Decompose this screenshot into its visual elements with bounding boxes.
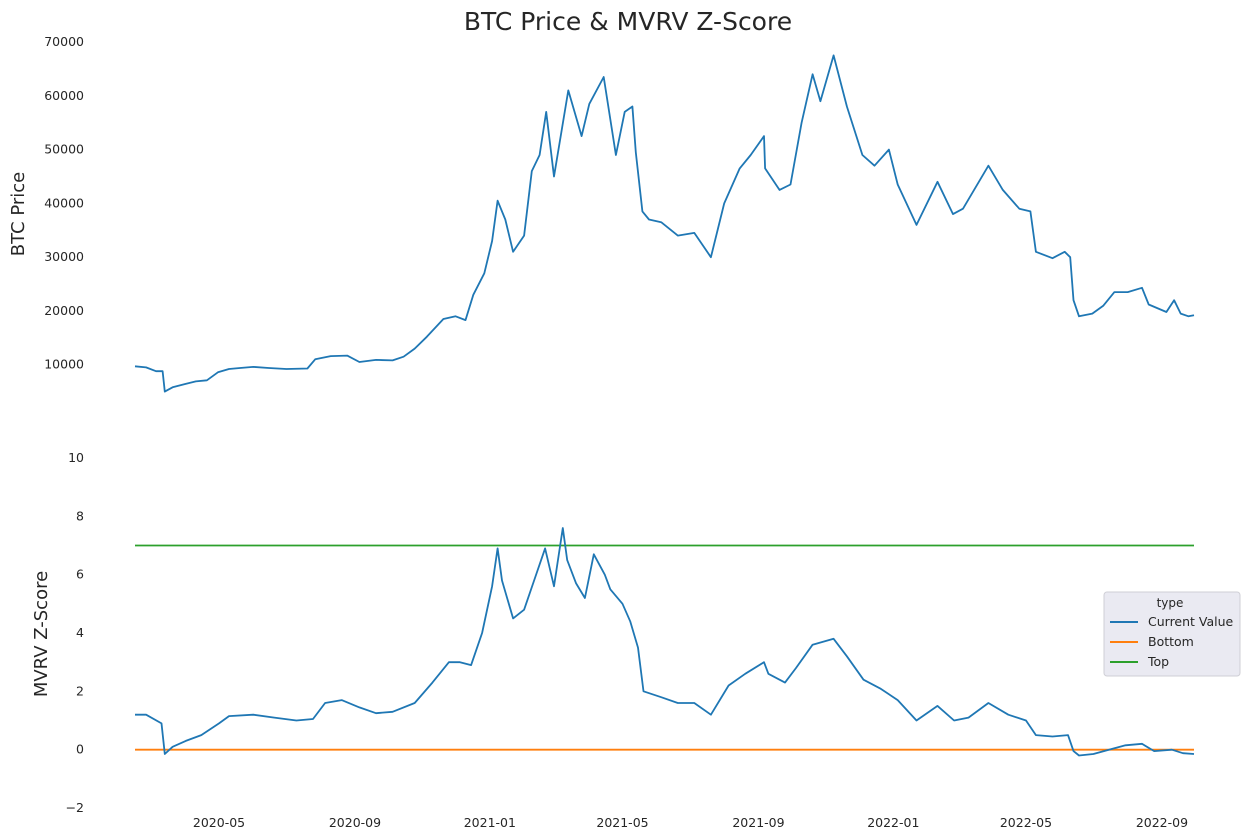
price-y-tick-label: 30000: [44, 249, 84, 264]
x-tick-label: 2022-05: [1000, 815, 1052, 830]
x-tick-label: 2020-05: [193, 815, 245, 830]
legend-title: type: [1157, 596, 1184, 610]
legend-label: Current Value: [1148, 614, 1234, 629]
x-tick-label: 2022-09: [1136, 815, 1188, 830]
x-tick-label: 2022-01: [867, 815, 919, 830]
mvrv-y-tick-label: 10: [68, 450, 84, 465]
mvrv-y-tick-label: −2: [66, 800, 84, 815]
price-series-price: [134, 54, 1195, 393]
mvrv-y-tick-label: 0: [76, 742, 84, 757]
price-y-tick-label: 60000: [44, 88, 84, 103]
price-y-tick-label: 20000: [44, 303, 84, 318]
price-y-tick-label: 70000: [44, 34, 84, 49]
price-y-tick-label: 40000: [44, 195, 84, 210]
x-tick-label: 2021-09: [732, 815, 784, 830]
mvrv-y-tick-label: 6: [76, 567, 84, 582]
legend-label: Top: [1147, 654, 1169, 669]
x-tick-label: 2020-09: [329, 815, 381, 830]
price-y-tick-label: 10000: [44, 357, 84, 372]
x-tick-label: 2021-05: [596, 815, 648, 830]
x-tick-label: 2021-01: [464, 815, 516, 830]
price-y-ticks: 10000 20000 30000 40000 50000 60000 70000: [44, 34, 84, 372]
price-series-lines: [134, 54, 1195, 393]
legend-items: Current Value Bottom Top: [1110, 614, 1234, 669]
legend: type Current Value Bottom Top: [1103, 591, 1241, 677]
chart-title: BTC Price & MVRV Z-Score: [464, 7, 792, 36]
mvrv-y-tick-label: 4: [76, 625, 84, 640]
price-panel: BTC Price 10000 20000 30000 40000 50000 60000…: [8, 34, 1195, 393]
mvrv-series-lines: [135, 527, 1195, 757]
mvrv-y-tick-label: 8: [76, 508, 84, 523]
x-axis-ticks: 2020-05 2020-09 2021-01 2021-05 2021-09 2022-…: [193, 815, 1188, 830]
mvrv-series-current-value: [135, 527, 1195, 757]
price-y-tick-label: 50000: [44, 142, 84, 157]
mvrv-y-ticks: −2 0 2 4 6 8 10: [66, 450, 84, 815]
mvrv-y-axis-label: MVRV Z-Score: [31, 571, 52, 697]
legend-box: [1103, 591, 1241, 677]
mvrv-y-tick-label: 2: [76, 683, 84, 698]
legend-label: Bottom: [1148, 634, 1194, 649]
price-y-axis-label: BTC Price: [8, 172, 29, 257]
